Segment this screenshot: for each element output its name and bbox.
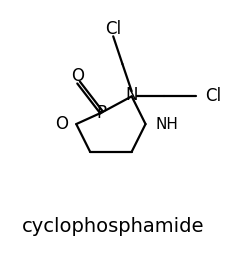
Text: O: O <box>55 115 68 133</box>
Text: NH: NH <box>156 117 179 132</box>
Text: Cl: Cl <box>205 87 221 105</box>
Text: Cl: Cl <box>105 20 121 39</box>
Text: cyclophosphamide: cyclophosphamide <box>22 217 204 236</box>
Text: P: P <box>97 103 107 122</box>
Text: N: N <box>125 85 138 103</box>
Text: O: O <box>71 67 84 85</box>
